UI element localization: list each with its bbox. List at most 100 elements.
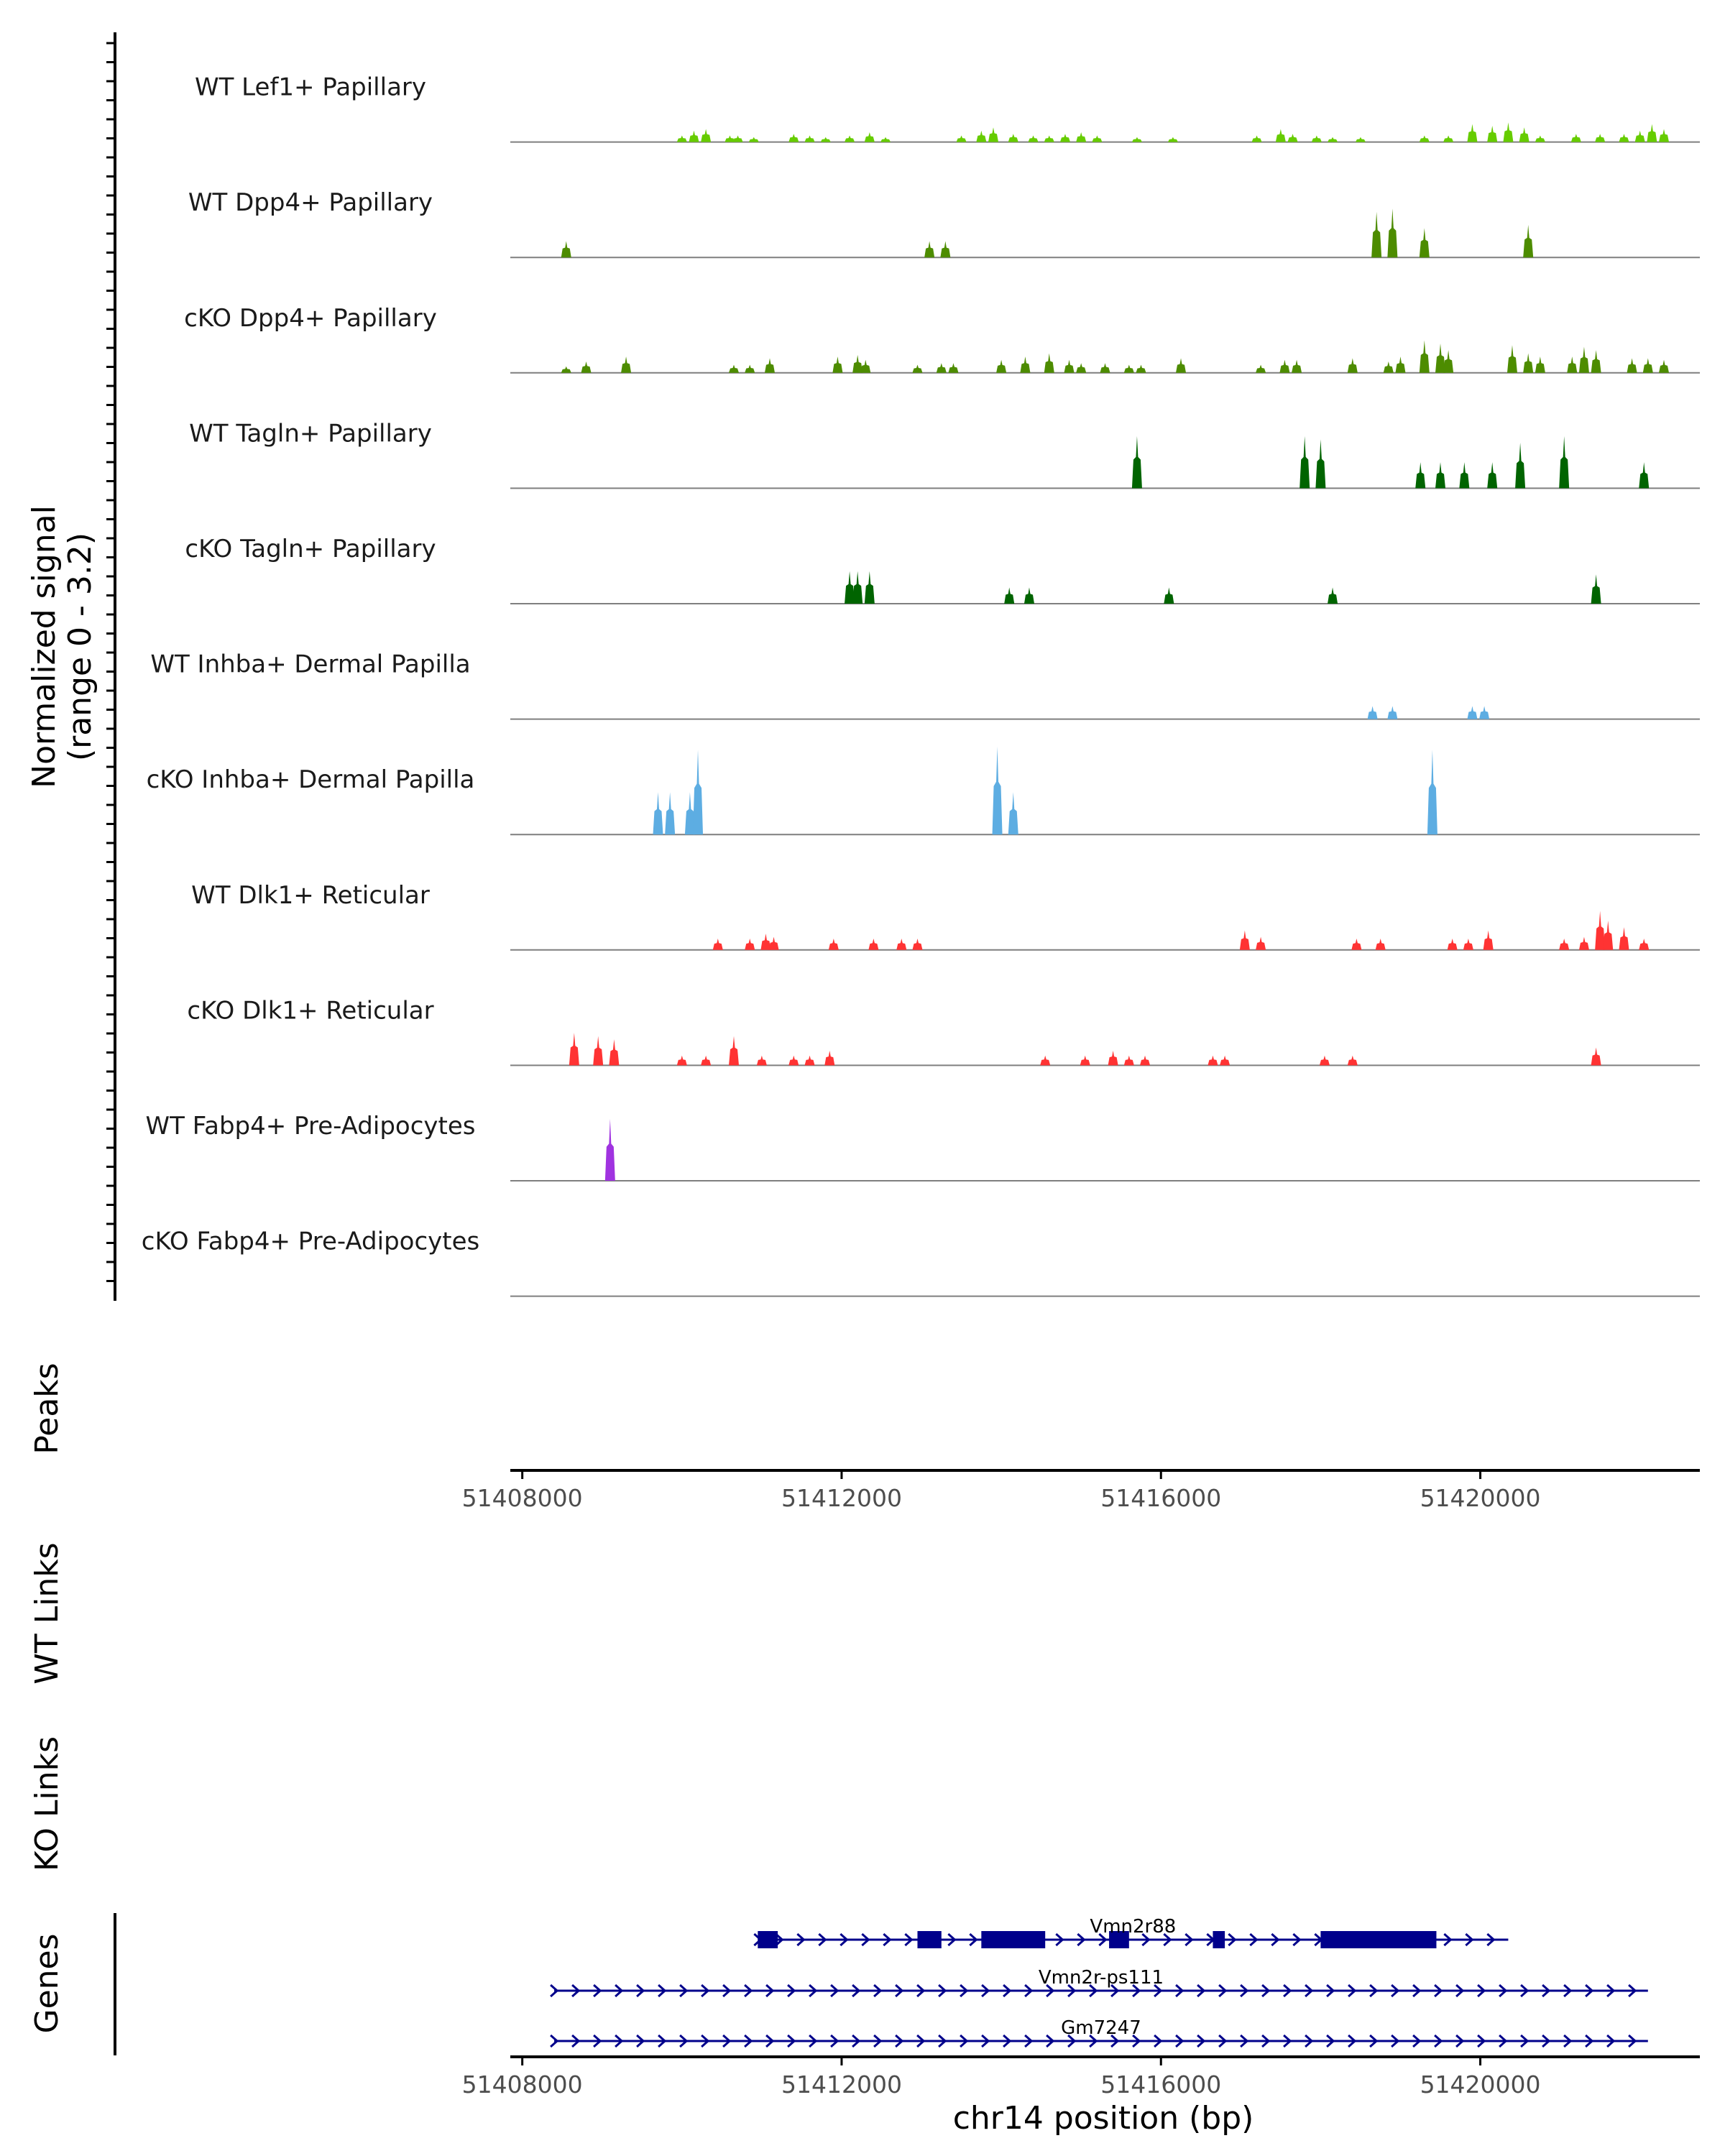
signal-peak [604, 1118, 615, 1181]
gene-gm7247: Gm7247 [550, 2017, 1648, 2048]
strand-arrow [1434, 1984, 1443, 1998]
signal-peak [1395, 356, 1406, 373]
signal-peak [676, 1055, 687, 1066]
signal-peak [1028, 135, 1039, 142]
strand-arrow [830, 1984, 840, 1998]
exon [1213, 1931, 1225, 1948]
strand-arrow [981, 1984, 990, 1998]
strand-arrow [787, 1984, 796, 1998]
strand-arrow [1520, 1984, 1530, 1998]
signal-peak [1443, 135, 1454, 142]
signal-peak [860, 359, 871, 373]
signal-peak [1483, 930, 1494, 950]
signal-peak [864, 132, 875, 142]
strand-arrow [916, 1984, 926, 1998]
signal-peak [1435, 344, 1446, 373]
signal-peak [748, 137, 759, 142]
signal-peak [845, 135, 855, 142]
track-9: cKO Dlk1+ Reticular [187, 996, 1700, 1067]
signal-peak [1659, 129, 1670, 142]
gene-label: Vmn2r-ps111 [1039, 1967, 1164, 1989]
signal-peak [976, 130, 987, 142]
x-tick-label: 51416000 [1100, 2070, 1221, 2099]
panel-label: WT Links [29, 1542, 65, 1684]
strand-arrow [1542, 2034, 1551, 2048]
signal-peak [745, 364, 755, 373]
track-5: cKO Tagln+ Papillary [185, 535, 1700, 604]
signal-peak [1479, 706, 1490, 719]
track-label: WT Lef1+ Papillary [195, 73, 426, 102]
signal-peak [1136, 364, 1146, 373]
strand-arrow [938, 2034, 947, 2048]
strand-arrow [904, 1932, 914, 1947]
strand-arrow [873, 1984, 883, 1998]
signal-peak [1503, 122, 1514, 142]
signal-peak [1515, 442, 1526, 489]
strand-arrow [1184, 1932, 1194, 1947]
strand-arrow [840, 1932, 849, 1947]
signal-peak [1387, 706, 1398, 719]
strand-arrow [1197, 1984, 1206, 1998]
signal-peak [1311, 135, 1322, 142]
signal-peak [768, 936, 779, 950]
strand-arrow [1628, 2034, 1637, 2048]
signal-peak [1004, 587, 1015, 604]
track-8: WT Dlk1+ Reticular [191, 881, 1700, 951]
strand-arrow [1110, 1984, 1120, 1998]
signal-peak [896, 938, 907, 950]
exon [1109, 1931, 1129, 1948]
signal-peak [1315, 439, 1326, 489]
strand-arrow [1391, 2034, 1400, 2048]
signal-peak [1463, 938, 1473, 950]
strand-arrow [593, 1984, 602, 1998]
strand-arrow [1175, 2034, 1184, 2048]
signal-peak [1567, 356, 1578, 373]
signal-peak [1131, 436, 1142, 489]
signal-peak [1487, 462, 1498, 489]
signal-peak [1251, 135, 1262, 142]
signal-peak [581, 361, 592, 373]
signal-peak [745, 938, 755, 950]
strand-arrow [744, 1984, 753, 1998]
strand-arrow [1089, 2034, 1098, 2048]
strand-arrow [765, 2034, 775, 2048]
track-1: WT Lef1+ Papillary [195, 73, 1700, 143]
strand-arrow [1455, 1984, 1465, 1998]
signal-peak [756, 1055, 767, 1066]
strand-arrow [1024, 2034, 1034, 2048]
signal-peak [621, 356, 632, 373]
strand-arrow [1077, 1932, 1086, 1947]
strand-arrow [1132, 1984, 1141, 1998]
strand-arrow [852, 2034, 861, 2048]
x-tick-label: 51412000 [781, 2070, 902, 2099]
signal-peak [1328, 587, 1338, 604]
strand-arrow [1218, 1984, 1228, 1998]
track-label: cKO Tagln+ Papillary [185, 535, 436, 563]
y-axis-title-group: Normalized signal (range 0 - 3.2) [26, 505, 98, 788]
signal-peak [1140, 1055, 1151, 1066]
signal-peak [1371, 211, 1382, 258]
strand-arrow [765, 1984, 775, 1998]
strand-arrow [1218, 2034, 1228, 2048]
strand-arrow [1434, 2034, 1443, 2048]
strand-arrow [744, 2034, 753, 2048]
signal-peak [561, 241, 571, 258]
signal-peak [824, 1051, 835, 1066]
strand-arrow [1585, 1984, 1594, 1998]
strand-arrow [1261, 1984, 1271, 1998]
signal-peak [1131, 137, 1142, 142]
strand-arrow [1520, 2034, 1530, 2048]
strand-arrow [679, 1984, 689, 1998]
signal-peak [1064, 359, 1075, 373]
signal-peak [1627, 358, 1637, 373]
strand-arrow [1197, 2034, 1206, 2048]
strand-arrow [1412, 1984, 1422, 1998]
signal-peak [1506, 345, 1517, 373]
strand-arrow [1154, 1984, 1163, 1998]
signal-peak [1076, 363, 1087, 373]
signal-peak [1415, 462, 1426, 489]
strand-arrow [701, 2034, 710, 2048]
strand-arrow [787, 2034, 796, 2048]
exon [1320, 1931, 1437, 1948]
